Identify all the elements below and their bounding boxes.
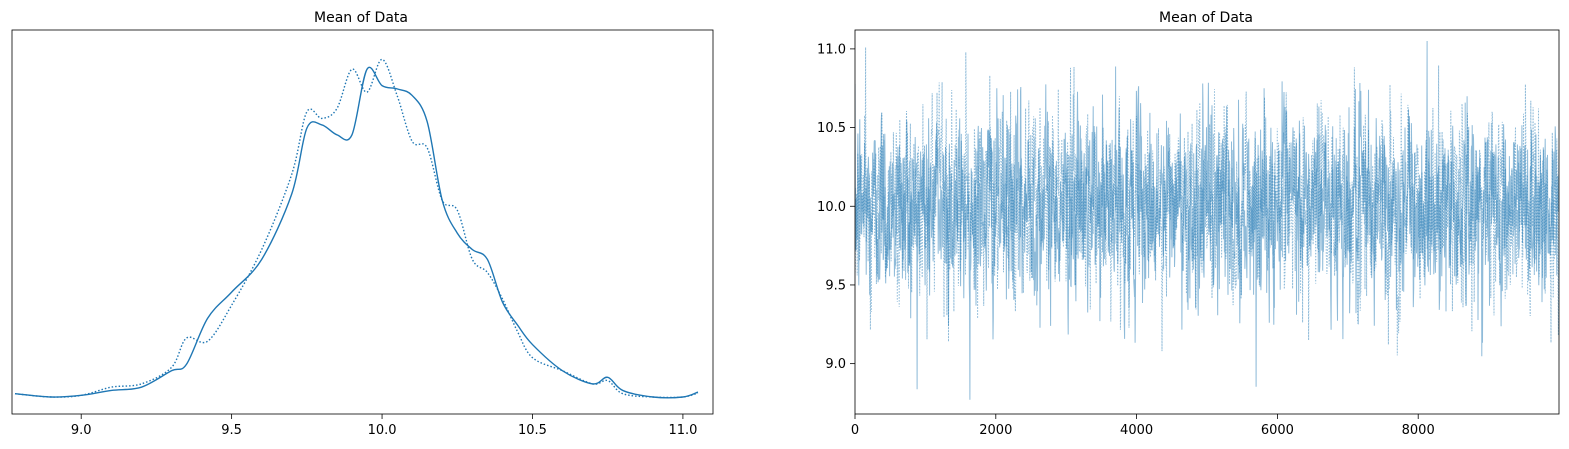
density-x-tick-label: 9.0 [71,423,92,438]
trace-y-ticks: 9.0 9.5 10.0 10.5 11.0 [817,42,855,372]
density-x-tick-label: 11.0 [668,423,697,438]
trace-x-ticks: 0 2000 4000 6000 8000 [851,414,1435,438]
trace-panel: Mean of Data 0 2000 4000 6000 8000 9.0 9.5 10.… [817,10,1560,438]
trace-y-tick-label: 10.5 [817,121,846,136]
density-x-tick-label: 10.0 [368,423,397,438]
density-lines [14,58,699,399]
trace-x-tick-label: 0 [851,423,859,438]
trace-x-tick-label: 4000 [1120,423,1153,438]
density-x-tick-label: 9.5 [221,423,242,438]
trace-series-dotted [855,47,1559,356]
density-panel: Mean of Data 9.0 9.5 10.0 10.5 11.0 [11,10,714,438]
density-x-ticks: 9.0 9.5 10.0 10.5 11.0 [71,414,697,438]
density-series-dotted [14,58,699,399]
trace-x-tick-label: 6000 [1261,423,1294,438]
trace-title: Mean of Data [1159,10,1253,26]
trace-y-tick-label: 10.0 [817,200,846,215]
density-title: Mean of Data [314,10,408,26]
trace-plot-frame [854,29,1560,415]
density-x-tick-label: 10.5 [518,423,547,438]
density-plot-frame [11,29,714,415]
trace-y-tick-label: 11.0 [817,42,846,57]
trace-y-tick-label: 9.0 [825,357,846,372]
trace-x-tick-label: 2000 [979,423,1012,438]
density-series-solid [14,66,699,399]
trace-x-tick-label: 8000 [1402,423,1435,438]
trace-y-tick-label: 9.5 [825,278,846,293]
trace-lines [855,40,1559,400]
